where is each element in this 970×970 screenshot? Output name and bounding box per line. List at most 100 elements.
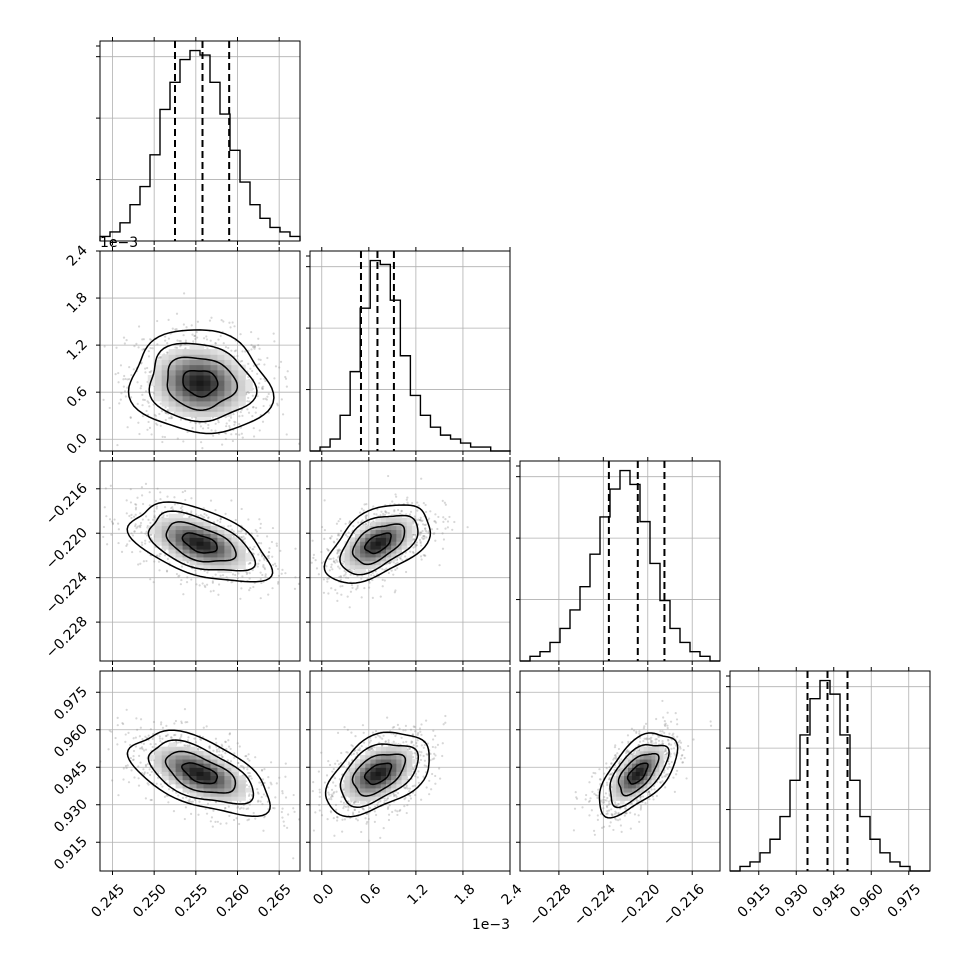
density-cell [203, 564, 211, 570]
scatter-point [161, 785, 164, 788]
scatter-point [347, 809, 350, 812]
density-cell [210, 556, 218, 562]
density-cell [396, 537, 403, 542]
density-cell [154, 541, 163, 546]
scatter-point [405, 498, 408, 501]
scatter-point [286, 826, 289, 829]
scatter-point [188, 451, 190, 453]
density-cell [344, 549, 351, 554]
scatter-point [208, 746, 211, 749]
scatter-point [194, 569, 197, 572]
density-cell [182, 411, 191, 417]
scatter-point [246, 757, 249, 760]
scatter-point [188, 800, 191, 804]
density-cell [168, 369, 177, 376]
scatter-point [294, 547, 297, 550]
scatter-point [430, 528, 434, 531]
scatter-point [116, 743, 119, 746]
scatter-point [166, 733, 169, 736]
scatter-point [233, 752, 236, 755]
scatter-point [338, 575, 341, 579]
density-cell [231, 537, 239, 542]
density-cell [154, 390, 163, 397]
density-cell [224, 779, 232, 785]
density-cell [238, 775, 246, 781]
scatter-point [252, 345, 255, 348]
density-cell [203, 395, 211, 402]
density-cell [217, 411, 225, 417]
scatter-point [266, 395, 269, 398]
scatter-point [292, 857, 295, 860]
scatter-point [144, 763, 147, 767]
scatter-point [256, 788, 259, 791]
scatter-point [409, 797, 413, 800]
scatter-point [267, 593, 270, 596]
scatter-point [413, 784, 416, 787]
scatter-point [418, 727, 422, 730]
density-cell [231, 556, 239, 562]
scatter-point [148, 504, 151, 507]
scatter-point [132, 749, 136, 753]
scatter-point [411, 501, 414, 505]
scatter-point [208, 319, 212, 322]
scatter-point [217, 747, 221, 750]
scatter-point [225, 576, 228, 579]
density-cell [203, 775, 211, 781]
scatter-point [152, 581, 155, 584]
scatter-point [356, 574, 359, 578]
scatter-point [389, 561, 392, 564]
scatter-point [267, 776, 270, 779]
scatter-point [301, 589, 303, 591]
scatter-point [252, 405, 255, 409]
scatter-point [344, 573, 347, 576]
scatter-point [247, 818, 251, 821]
scatter-point [236, 761, 240, 765]
scatter-point [134, 508, 138, 511]
scatter-point [247, 375, 250, 379]
scatter-point [287, 813, 290, 816]
scatter-point [411, 522, 415, 525]
scatter-point [154, 499, 157, 502]
scatter-point [129, 416, 132, 419]
scatter-point [126, 426, 129, 429]
scatter-point [269, 781, 272, 784]
scatter-point [329, 537, 332, 540]
scatter-point [403, 797, 406, 801]
scatter-point [407, 799, 410, 803]
scatter-point [214, 422, 217, 425]
scatter-point [230, 499, 233, 502]
density-cell [175, 369, 184, 376]
scatter-point [367, 817, 370, 821]
scatter-point [292, 807, 295, 810]
scatter-point [137, 563, 140, 566]
density-cell [386, 533, 392, 538]
scatter-point [184, 806, 187, 809]
density-cell [189, 395, 198, 402]
panel-frame [309, 460, 511, 662]
density-cell [175, 349, 184, 355]
scatter-point [188, 516, 191, 519]
scatter-point [240, 507, 243, 511]
scatter-point [196, 336, 199, 339]
scatter-point [341, 830, 344, 833]
hist-panel-2 [516, 457, 721, 665]
scatter-point [174, 328, 177, 331]
density-cell [354, 560, 361, 566]
scatter-point [446, 526, 449, 529]
scatter-point [250, 330, 253, 334]
scatter-point [282, 820, 285, 823]
density-cell [365, 525, 371, 531]
density-cell [411, 525, 418, 531]
scatter-point [224, 437, 227, 441]
density-cell [168, 380, 177, 386]
density-cell [217, 395, 225, 402]
scatter-point [418, 538, 422, 541]
density-cell [175, 759, 184, 764]
scatter-point [152, 720, 156, 724]
density-cell [349, 545, 356, 550]
scatter-point [329, 536, 332, 540]
scatter-point [384, 740, 387, 743]
scatter-point [383, 568, 386, 571]
scatter-point [247, 807, 250, 810]
scatter-point [162, 514, 165, 517]
